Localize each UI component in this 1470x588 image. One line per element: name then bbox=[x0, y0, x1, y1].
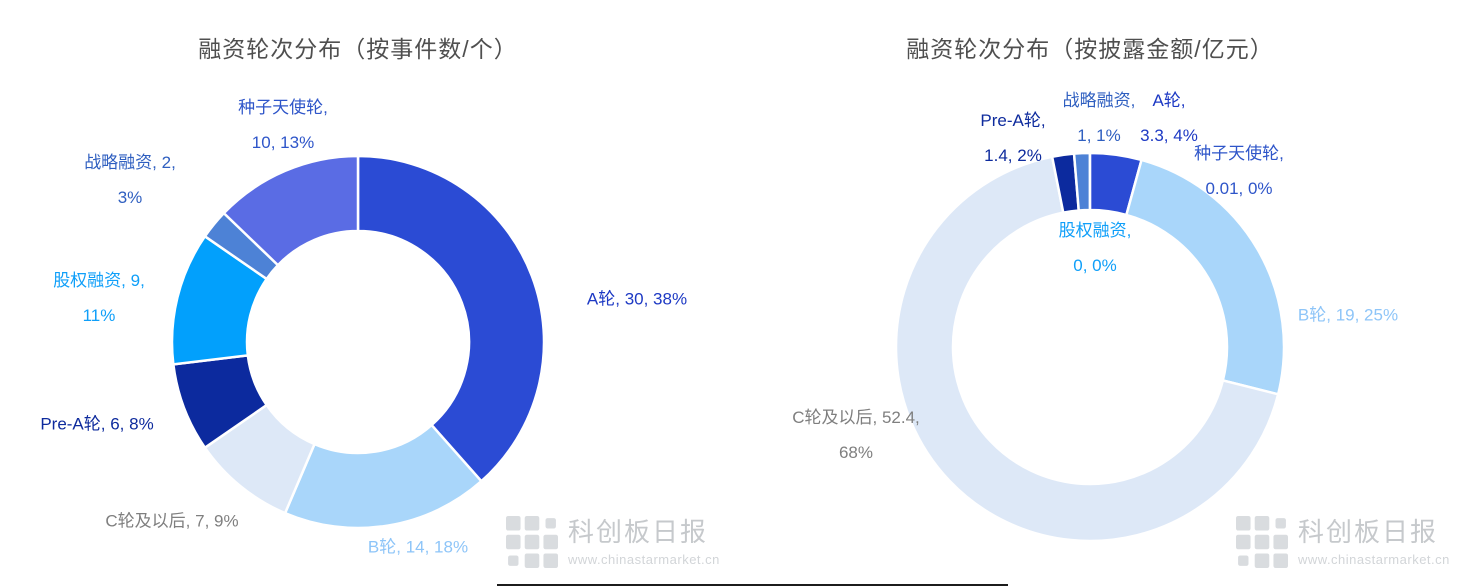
slice-label-a-round: A轮, 30, 38% bbox=[586, 289, 688, 309]
slice-label-c-and-later: C轮及以后, 7, 9% bbox=[105, 511, 239, 531]
star-market-daily-logo-icon bbox=[1236, 516, 1288, 568]
pie-slice-c-and-later[interactable] bbox=[894, 155, 1280, 543]
slice-label-seed-angel: 种子天使轮, 10, 13% bbox=[238, 98, 328, 152]
watermark-url: www.chinastarmarket.cn bbox=[568, 552, 720, 567]
watermark-left: 科创板日报 www.chinastarmarket.cn bbox=[506, 516, 720, 568]
chart-title-left: 融资轮次分布（按事件数/个） bbox=[198, 36, 518, 62]
watermark-right: 科创板日报 www.chinastarmarket.cn bbox=[1236, 516, 1450, 568]
slice-label-pre-a-round: Pre-A轮, 6, 8% bbox=[40, 414, 154, 434]
chart-title-right: 融资轮次分布（按披露金额/亿元） bbox=[906, 36, 1274, 62]
slice-label-pre-a-round: Pre-A轮, 1.4, 2% bbox=[980, 111, 1046, 165]
pie-slice-a-round[interactable] bbox=[356, 154, 546, 483]
watermark-url: www.chinastarmarket.cn bbox=[1298, 552, 1450, 567]
watermark-brand: 科创板日报 bbox=[1298, 517, 1439, 547]
slice-label-strategic: 战略融资, 1, 1% bbox=[1062, 91, 1136, 145]
slice-label-b-round: B轮, 19, 25% bbox=[1297, 305, 1399, 325]
bottom-divider-line bbox=[497, 584, 1008, 586]
slice-label-c-and-later: C轮及以后, 52.4, 68% bbox=[792, 408, 920, 462]
pie-slice-strategic[interactable] bbox=[1072, 151, 1092, 212]
slice-label-seed-angel: 种子天使轮, 0.01, 0% bbox=[1194, 144, 1284, 198]
pie-slice-seed-angel[interactable] bbox=[222, 154, 360, 267]
slice-label-equity: 股权融资, 9, 11% bbox=[53, 271, 145, 325]
slice-label-b-round: B轮, 14, 18% bbox=[367, 537, 469, 557]
watermark-brand: 科创板日报 bbox=[568, 517, 709, 547]
slice-label-strategic: 战略融资, 2, 3% bbox=[84, 153, 176, 207]
star-market-daily-logo-icon bbox=[506, 516, 558, 568]
slice-label-a-round: A轮, 3.3, 4% bbox=[1140, 91, 1198, 145]
slice-label-equity: 股权融资, 0, 0% bbox=[1058, 221, 1132, 275]
